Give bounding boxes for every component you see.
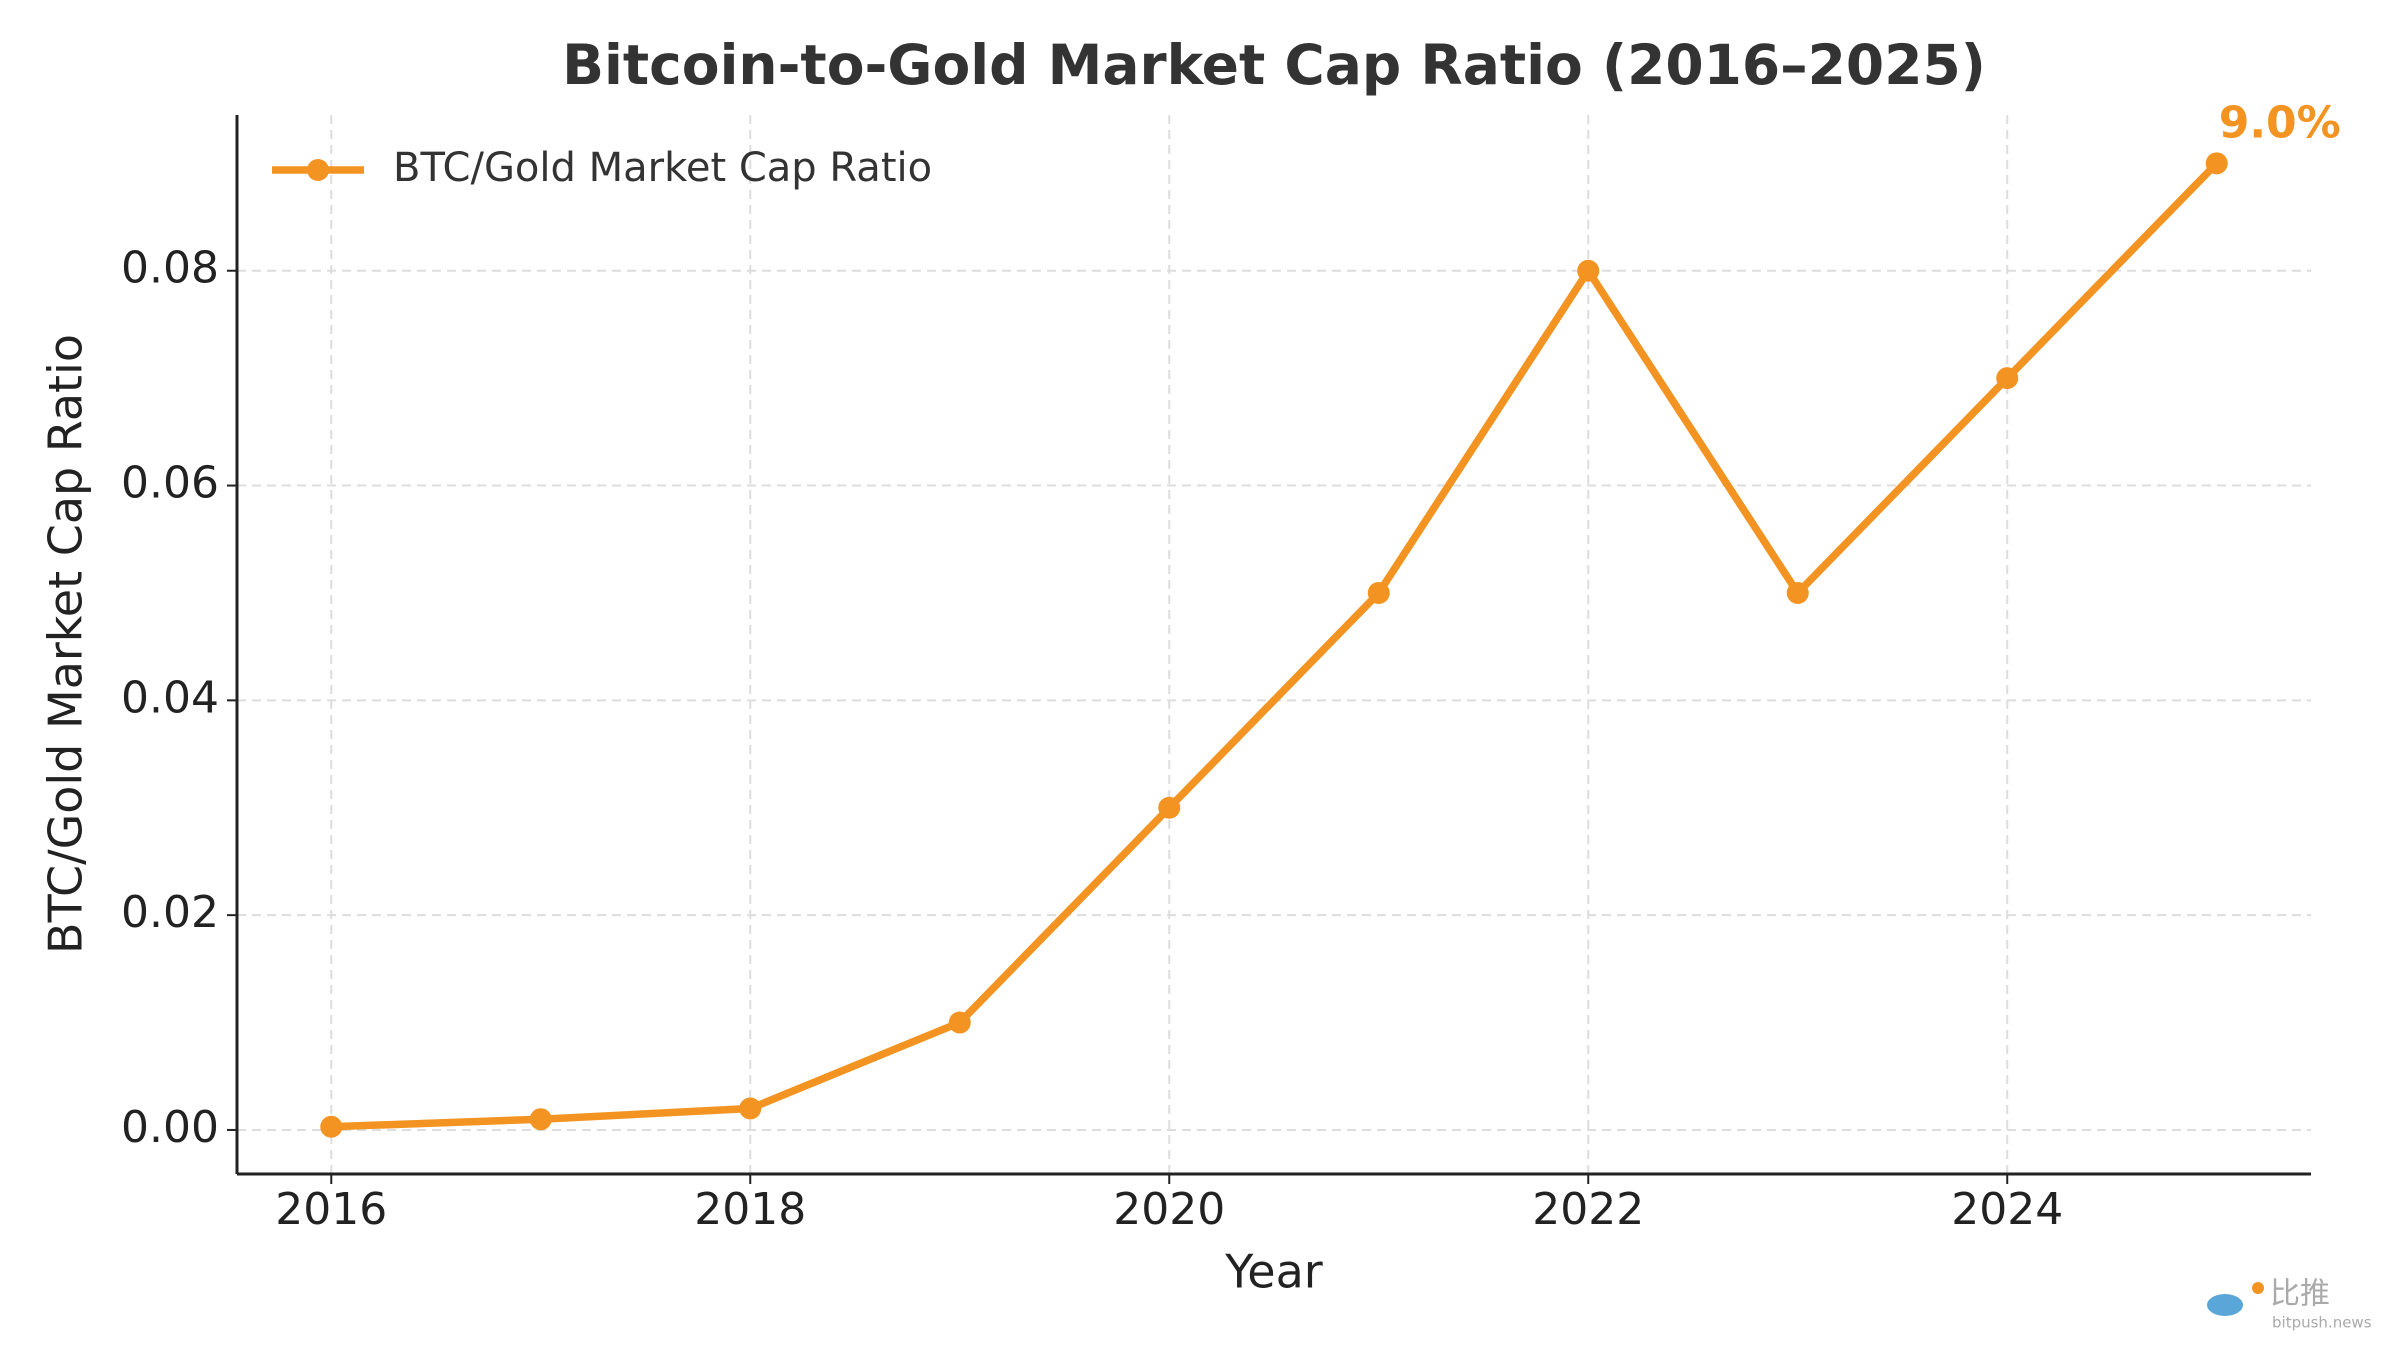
data-point [739, 1097, 762, 1120]
chart-title: Bitcoin-to-Gold Market Cap Ratio (2016–2… [562, 33, 1986, 97]
data-point [1577, 259, 1600, 282]
x-axis-label: Year [1224, 1245, 1322, 1299]
y-axis-label: BTC/Gold Market Cap Ratio [39, 334, 93, 954]
y-tick-label: 0.00 [121, 1102, 219, 1153]
data-point [1158, 796, 1181, 819]
watermark-icon [2252, 1282, 2264, 1294]
y-tick-label: 0.06 [121, 458, 219, 509]
x-tick-label: 2024 [1951, 1184, 2063, 1235]
y-tick-label: 0.08 [121, 243, 219, 294]
watermark: 比推 bitpush.news [2207, 1277, 2372, 1332]
watermark-icon [2207, 1294, 2243, 1316]
data-point [1786, 581, 1809, 604]
watermark-url: bitpush.news [2272, 1314, 2372, 1332]
y-tick-label: 0.02 [121, 887, 219, 938]
data-point [529, 1108, 552, 1131]
legend-marker [307, 159, 329, 181]
x-tick-label: 2016 [275, 1184, 387, 1235]
data-point [1996, 367, 2019, 390]
x-tick-label: 2018 [694, 1184, 806, 1235]
x-tick-label: 2020 [1113, 1184, 1225, 1235]
data-point [948, 1011, 971, 1034]
series-line [331, 160, 2220, 1131]
data-point [1367, 581, 1390, 604]
data-label: 9.0% [2219, 97, 2341, 148]
watermark-text: 比推 [2270, 1277, 2330, 1312]
y-tick-label: 0.04 [121, 672, 219, 723]
data-point [2205, 152, 2228, 175]
legend-label: BTC/Gold Market Cap Ratio [393, 145, 932, 191]
data-point [320, 1115, 343, 1138]
x-tick-label: 2022 [1532, 1184, 1644, 1235]
